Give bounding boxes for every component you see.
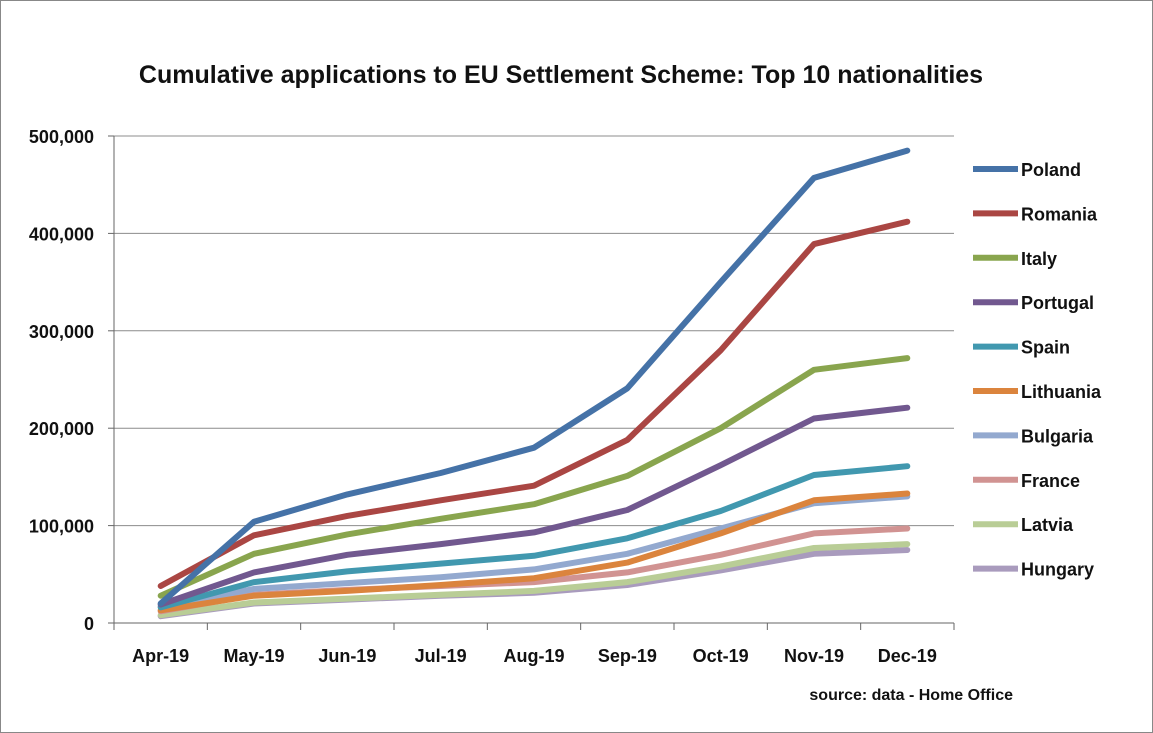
x-tick-label: May-19 [223, 646, 284, 666]
x-tick-label: Sep-19 [598, 646, 657, 666]
legend-label-latvia: Latvia [1021, 515, 1074, 535]
legend-label-lithuania: Lithuania [1021, 382, 1102, 402]
series-line-latvia [157, 541, 911, 619]
series-line-portugal [157, 404, 911, 608]
legend-label-france: France [1021, 471, 1080, 491]
y-tick-label: 0 [84, 614, 94, 634]
legend-label-italy: Italy [1021, 249, 1057, 269]
y-tick-label: 500,000 [29, 127, 94, 147]
x-tick-label: Jul-19 [415, 646, 467, 666]
x-tick-label: Dec-19 [878, 646, 937, 666]
x-tick-label: Nov-19 [784, 646, 844, 666]
legend-label-romania: Romania [1021, 204, 1098, 224]
y-tick-label: 400,000 [29, 224, 94, 244]
y-tick-label: 100,000 [29, 517, 94, 537]
axes [113, 136, 954, 624]
legend-label-poland: Poland [1021, 160, 1081, 180]
y-tick-label: 300,000 [29, 322, 94, 342]
legend-label-portugal: Portugal [1021, 293, 1094, 313]
series-lines [157, 147, 911, 620]
x-tick-label: Aug-19 [503, 646, 564, 666]
series-line-spain [157, 463, 911, 611]
series-line-italy [157, 355, 911, 599]
legend-label-spain: Spain [1021, 338, 1070, 358]
x-tick-label: Oct-19 [693, 646, 749, 666]
series-line-poland [157, 147, 911, 607]
y-tick-label: 200,000 [29, 419, 94, 439]
source-annotation: source: data - Home Office [809, 687, 1013, 704]
x-tick-label: Apr-19 [132, 646, 189, 666]
chart-title: Cumulative applications to EU Settlement… [139, 61, 983, 89]
series-line-romania [157, 218, 911, 589]
legend: Poland Romania Italy Portugal Spain Lithuania… [973, 160, 1102, 580]
y-axis-ticks: 0 100,000 200,000 300,000 400,000 500,000 [29, 127, 114, 634]
grid-lines [114, 135, 954, 527]
series-line-lithuania [157, 490, 911, 614]
x-tick-label: Jun-19 [318, 646, 376, 666]
x-axis-ticks: Apr-19 May-19 Jun-19 Jul-19 Aug-19 Sep-19 Oct-… [113, 623, 955, 666]
legend-label-bulgaria: Bulgaria [1021, 426, 1094, 446]
legend-label-hungary: Hungary [1021, 560, 1094, 580]
